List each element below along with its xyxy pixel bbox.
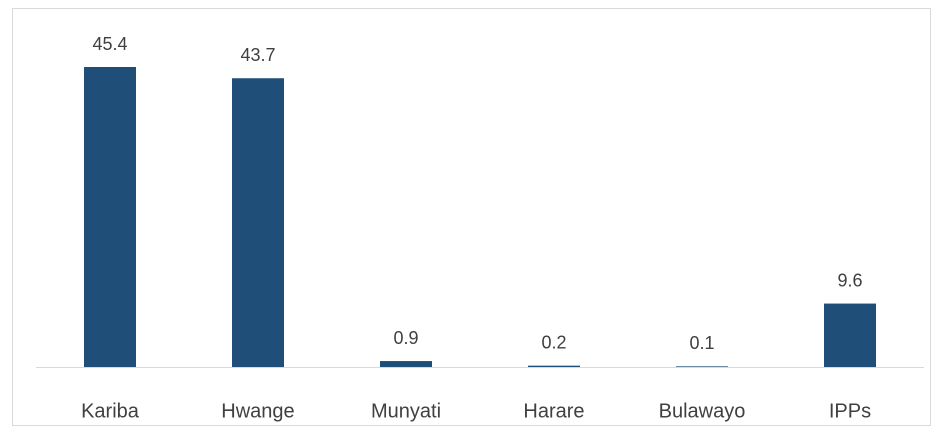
value-label: 9.6 — [837, 270, 862, 290]
x-tick-label: IPPs — [829, 400, 871, 422]
value-label: 45.4 — [92, 34, 127, 54]
value-label: 0.9 — [393, 328, 418, 348]
x-tick-label: Munyati — [371, 400, 441, 422]
bar — [84, 67, 136, 367]
value-label: 43.7 — [240, 45, 275, 65]
bar — [232, 78, 284, 367]
x-tick-label: Bulawayo — [659, 400, 746, 422]
chart-frame — [12, 8, 931, 426]
x-tick-label: Hwange — [221, 400, 294, 422]
bar — [824, 303, 876, 367]
x-tick-label: Kariba — [81, 400, 140, 422]
value-label: 0.1 — [689, 333, 714, 353]
bar — [380, 361, 432, 367]
value-label: 0.2 — [541, 332, 566, 352]
bar — [528, 365, 580, 367]
x-tick-label: Harare — [523, 400, 584, 422]
bar — [676, 366, 728, 367]
